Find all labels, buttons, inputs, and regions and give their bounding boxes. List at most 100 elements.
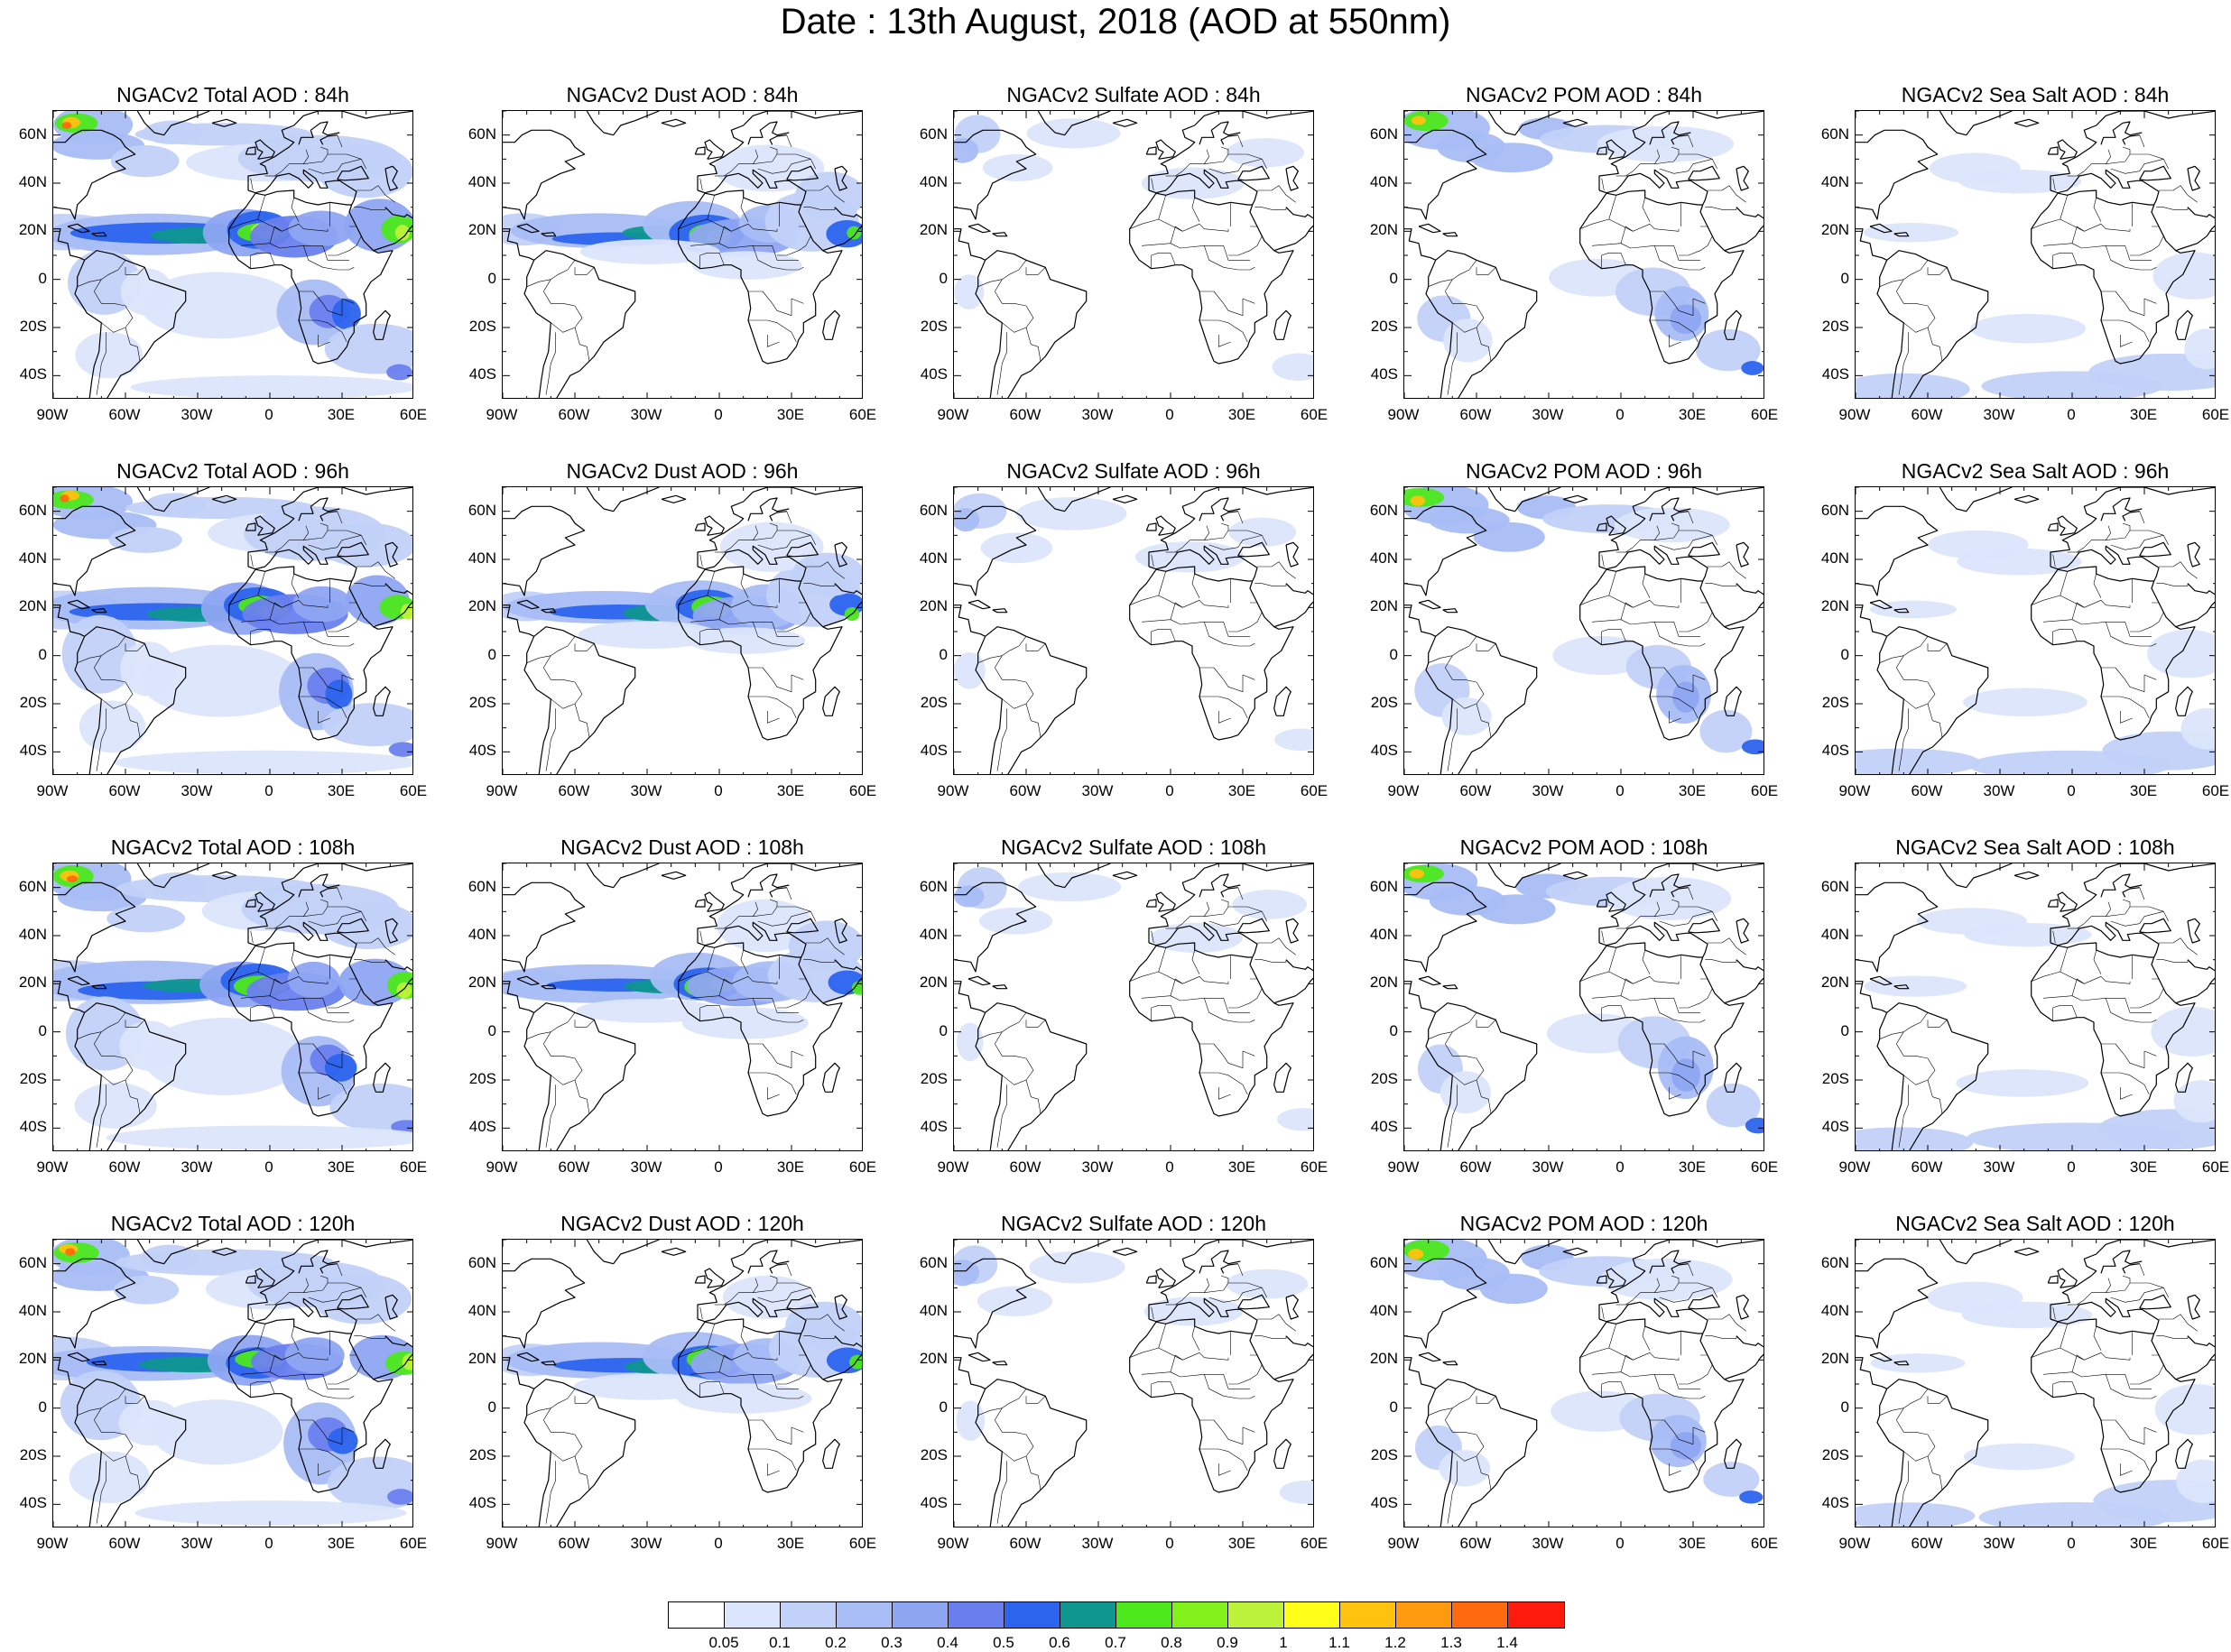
boundary-line xyxy=(1199,1448,1248,1472)
aerosol-patch xyxy=(1143,1297,1244,1326)
panel-title: NGACv2 POM AOD : 108h xyxy=(1459,835,1708,859)
lon-tick-label: 30W xyxy=(1983,1535,2015,1552)
boundary-line xyxy=(2060,1324,2068,1349)
boundary-line xyxy=(994,636,1034,709)
boundary-line xyxy=(2100,1250,2143,1274)
boundary-line xyxy=(384,1335,412,1348)
boundary-line xyxy=(228,169,393,365)
boundary-line xyxy=(1893,984,1910,990)
boundary-line xyxy=(356,185,395,203)
boundary-line xyxy=(1476,703,1492,738)
boundary-line xyxy=(1204,1374,1255,1399)
boundary-line xyxy=(1736,541,1749,568)
boundary-line xyxy=(1679,978,1713,1009)
boundary-line xyxy=(1199,696,1248,719)
boundary-line xyxy=(240,243,349,261)
boundary-line xyxy=(298,497,340,521)
boundary-line xyxy=(125,267,145,275)
aerosol-patch xyxy=(1703,1462,1760,1498)
boundary-line xyxy=(2130,530,2169,546)
boundary-line xyxy=(1129,169,1294,365)
boundary-line xyxy=(1668,1463,1681,1476)
boundary-line xyxy=(748,1043,804,1068)
lon-tick-label: 60W xyxy=(558,406,590,423)
boundary-line xyxy=(136,487,210,512)
boundary-line xyxy=(1927,327,1943,362)
map-panel-sulfate-1: NGACv2 Sulfate AOD : 96h 60N 40N 20N 0 20S 40S… xyxy=(901,459,1328,811)
lat-tick-label: 0 xyxy=(939,645,948,663)
boundary-line xyxy=(74,1379,187,1527)
boundary-line xyxy=(2047,522,2059,531)
boundary-line xyxy=(2057,891,2078,912)
boundary-line xyxy=(2122,134,2140,145)
aerosol-patch xyxy=(687,627,806,654)
lat-tick-label: 40S xyxy=(920,1118,948,1136)
boundary-line xyxy=(1642,573,1651,598)
boundary-line xyxy=(731,901,759,924)
colorbar-swatch xyxy=(1508,1602,1564,1628)
boundary-line xyxy=(2139,918,2171,934)
boundary-line xyxy=(1476,643,1496,651)
boundary-line xyxy=(298,1250,340,1274)
boundary-line xyxy=(373,309,391,340)
boundary-line xyxy=(1220,511,1238,521)
boundary-line xyxy=(718,226,732,244)
boundary-line xyxy=(96,708,107,771)
boundary-line xyxy=(67,1352,90,1362)
lat-tick-label: 40S xyxy=(1821,742,1849,760)
axis-ticks xyxy=(954,1240,1313,1527)
boundary-line xyxy=(834,959,862,972)
aerosol-patch xyxy=(954,885,985,908)
boundary-line xyxy=(1285,1294,1299,1320)
boundary-line xyxy=(747,121,790,145)
coastlines xyxy=(503,487,862,774)
boundary-line xyxy=(1893,1361,1910,1366)
lat-tick-label: 40N xyxy=(467,1302,496,1319)
boundary-line xyxy=(1736,1335,1764,1348)
boundary-line xyxy=(1037,111,1111,136)
colorbar-tick-label: 0.1 xyxy=(769,1634,791,1651)
boundary-line xyxy=(1404,505,1487,596)
boundary-line xyxy=(245,522,256,531)
boundary-line xyxy=(1649,873,1691,898)
aerosol-patch xyxy=(785,1301,862,1349)
aerosol-patch xyxy=(1856,748,1981,774)
boundary-line xyxy=(766,1463,780,1476)
aerosol-patch xyxy=(956,1400,986,1441)
lon-tick-label: 60E xyxy=(2201,1535,2230,1552)
boundary-line xyxy=(1182,1278,1210,1300)
boundary-line xyxy=(337,541,369,558)
boundary-line xyxy=(2084,149,2112,171)
lat-tick-label: 20S xyxy=(1370,318,1398,335)
boundary-line xyxy=(740,949,749,974)
lat-tick-label: 40N xyxy=(1820,1302,1849,1319)
aerosol-patch xyxy=(1963,688,2088,717)
boundary-line xyxy=(228,971,329,984)
boundary-line xyxy=(697,1240,862,1319)
aerosol-patch xyxy=(1134,541,1245,573)
boundary-line xyxy=(328,1354,362,1385)
boundary-line xyxy=(704,891,725,912)
boundary-line xyxy=(697,111,862,190)
boundary-line xyxy=(1151,1306,1154,1320)
boundary-line xyxy=(704,515,725,536)
boundary-line xyxy=(523,1379,636,1527)
boundary-line xyxy=(1285,207,1313,219)
lat-tick-label: 40N xyxy=(919,926,948,943)
lon-tick-label: 30W xyxy=(1983,1158,2015,1176)
boundary-line xyxy=(2175,977,2215,1004)
aerosol-patch xyxy=(317,144,412,198)
aerosol-field xyxy=(954,866,1313,1131)
lon-tick-label: 90W xyxy=(937,1158,969,1176)
boundary-line xyxy=(786,134,792,148)
lat-tick-label: 60N xyxy=(1820,877,1849,895)
boundary-line xyxy=(1404,1357,1436,1389)
aerosol-patch xyxy=(387,1489,412,1505)
boundary-line xyxy=(1220,887,1238,898)
boundary-line xyxy=(1191,949,1200,974)
boundary-line xyxy=(503,228,534,261)
boundary-line xyxy=(977,279,1003,287)
lon-tick-label: 90W xyxy=(1387,782,1420,799)
lat-tick-label: 0 xyxy=(487,1021,496,1039)
aerosol-patch xyxy=(1272,353,1313,382)
